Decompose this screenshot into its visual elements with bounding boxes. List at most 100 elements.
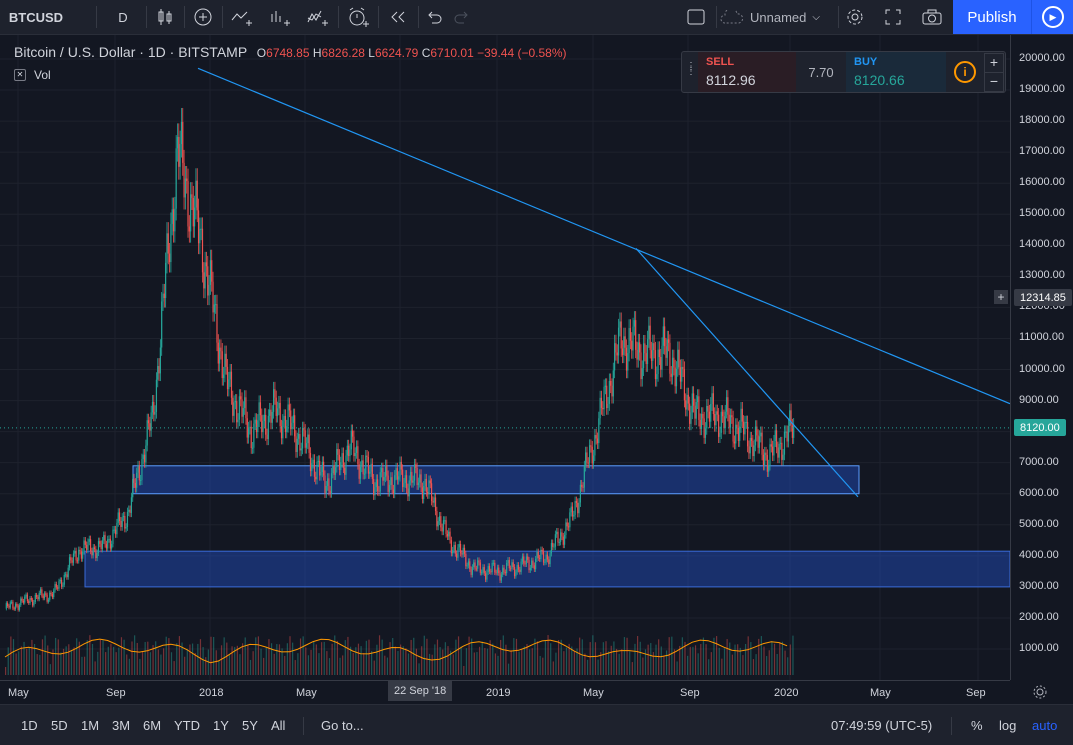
candle-body: [261, 415, 263, 433]
sell-button[interactable]: SELL 8112.96: [698, 52, 796, 92]
candle-body: [151, 401, 154, 413]
volume-label: Vol: [34, 68, 51, 82]
clock-label[interactable]: 07:49:59 (UTC-5): [831, 717, 933, 733]
compare-icon[interactable]: [226, 0, 258, 34]
candle-body: [191, 194, 193, 198]
alert-icon[interactable]: [342, 0, 374, 34]
undo-icon[interactable]: [420, 0, 448, 34]
time-axis[interactable]: May Sep 2018 May 2019 May Sep 2020 May Sep: [0, 680, 1010, 705]
percent-toggle[interactable]: %: [971, 717, 983, 733]
range-button-all[interactable]: All: [271, 717, 286, 733]
plus-icon[interactable]: +: [984, 53, 1004, 73]
volume-indicator-legend[interactable]: ✕ Vol: [14, 68, 51, 82]
settings-icon[interactable]: [840, 0, 870, 34]
volume-bar: [384, 655, 386, 675]
indicators-icon[interactable]: [188, 0, 218, 34]
candle-body: [420, 474, 422, 488]
volume-bar: [729, 642, 731, 675]
candle-body: [711, 393, 713, 405]
candle-body: [67, 567, 69, 578]
price-axis-label: 13000.00: [1019, 269, 1065, 282]
minus-icon[interactable]: −: [984, 72, 1004, 92]
candle-body: [323, 461, 325, 476]
range-button-5y[interactable]: 5Y: [242, 717, 258, 733]
volume-bar: [737, 644, 739, 675]
candle-body: [109, 538, 111, 549]
range-button-1m[interactable]: 1M: [81, 717, 100, 733]
range-button-1y[interactable]: 1Y: [213, 717, 229, 733]
volume-bar: [157, 649, 159, 675]
candle-body: [311, 463, 313, 472]
price-chart[interactable]: [0, 35, 1010, 680]
financials-icon[interactable]: [264, 0, 296, 34]
volume-bar: [460, 646, 462, 675]
price-axis[interactable]: 20000.00 19000.00 18000.00 17000.00 16000.00…: [1010, 35, 1073, 680]
range-button-5d[interactable]: 5D: [51, 717, 68, 733]
candle-body: [411, 471, 413, 483]
candle-body: [585, 452, 587, 467]
candle-body: [699, 419, 701, 429]
fullscreen-window-icon[interactable]: [680, 0, 712, 34]
candle-body: [97, 541, 100, 553]
chevron-down-icon: ⌵: [812, 11, 820, 23]
redo-icon[interactable]: [448, 0, 476, 34]
candle-body: [646, 339, 649, 364]
range-button-3m[interactable]: 3M: [112, 717, 131, 733]
candle-body: [698, 396, 700, 420]
range-button-ytd[interactable]: YTD: [174, 717, 200, 733]
layout-name-button[interactable]: Unnamed ⌵: [720, 0, 835, 34]
buy-button[interactable]: BUY 8120.66: [846, 52, 946, 92]
fullscreen-icon[interactable]: [878, 0, 908, 34]
candle-body: [332, 465, 334, 474]
candle-body: [180, 121, 183, 145]
templates-icon[interactable]: [302, 0, 334, 34]
spread-value: 7.70: [808, 64, 834, 80]
candle-body: [606, 385, 608, 409]
goto-button[interactable]: Go to...: [321, 717, 364, 733]
sell-label: SELL: [706, 56, 735, 68]
time-axis-settings-icon[interactable]: [1032, 684, 1048, 700]
volume-bar: [700, 644, 702, 675]
candle-body: [103, 535, 105, 541]
volume-bar: [81, 656, 83, 675]
candle-body: [456, 553, 458, 558]
candle-body: [533, 565, 535, 570]
candle-body: [733, 441, 736, 444]
info-icon[interactable]: i: [954, 61, 976, 83]
log-toggle[interactable]: log: [999, 717, 1017, 733]
candle-body: [570, 506, 572, 513]
volume-bar: [15, 653, 17, 675]
replay-icon[interactable]: [382, 0, 414, 34]
candle-body: [745, 422, 747, 424]
interval-button[interactable]: D: [118, 9, 128, 25]
symbol-title: Bitcoin / U.S. Dollar: [14, 44, 136, 60]
camera-icon[interactable]: [916, 0, 948, 34]
publish-button[interactable]: Publish: [953, 0, 1031, 34]
candle-body: [265, 414, 267, 435]
drag-handle-icon[interactable]: ⋮ ⋮: [686, 61, 696, 77]
volume-bar: [281, 648, 283, 675]
candles-icon[interactable]: [150, 0, 180, 34]
volume-bar: [91, 643, 94, 675]
auto-toggle[interactable]: auto: [1032, 717, 1058, 733]
play-button[interactable]: ▶: [1031, 0, 1073, 34]
candle-body: [567, 526, 570, 528]
candle-body: [55, 584, 57, 588]
volume-bar: [342, 655, 344, 675]
range-button-1d[interactable]: 1D: [21, 717, 38, 733]
range-button-6m[interactable]: 6M: [143, 717, 162, 733]
symbol-search-button[interactable]: BTCUSD: [8, 9, 64, 25]
candle-body: [438, 516, 441, 522]
collapse-icon[interactable]: ✕: [14, 69, 26, 81]
candle-body: [545, 554, 547, 562]
candle-body: [752, 440, 754, 457]
candle-body: [246, 418, 248, 438]
price-axis-label: 1000.00: [1019, 642, 1059, 654]
candle-body: [743, 421, 745, 435]
volume-bar: [270, 643, 273, 675]
candle-body: [635, 320, 637, 350]
candle-body: [587, 462, 589, 464]
volume-bar: [318, 653, 320, 675]
candle-body: [58, 581, 60, 589]
toolbar-divider: [951, 717, 952, 735]
